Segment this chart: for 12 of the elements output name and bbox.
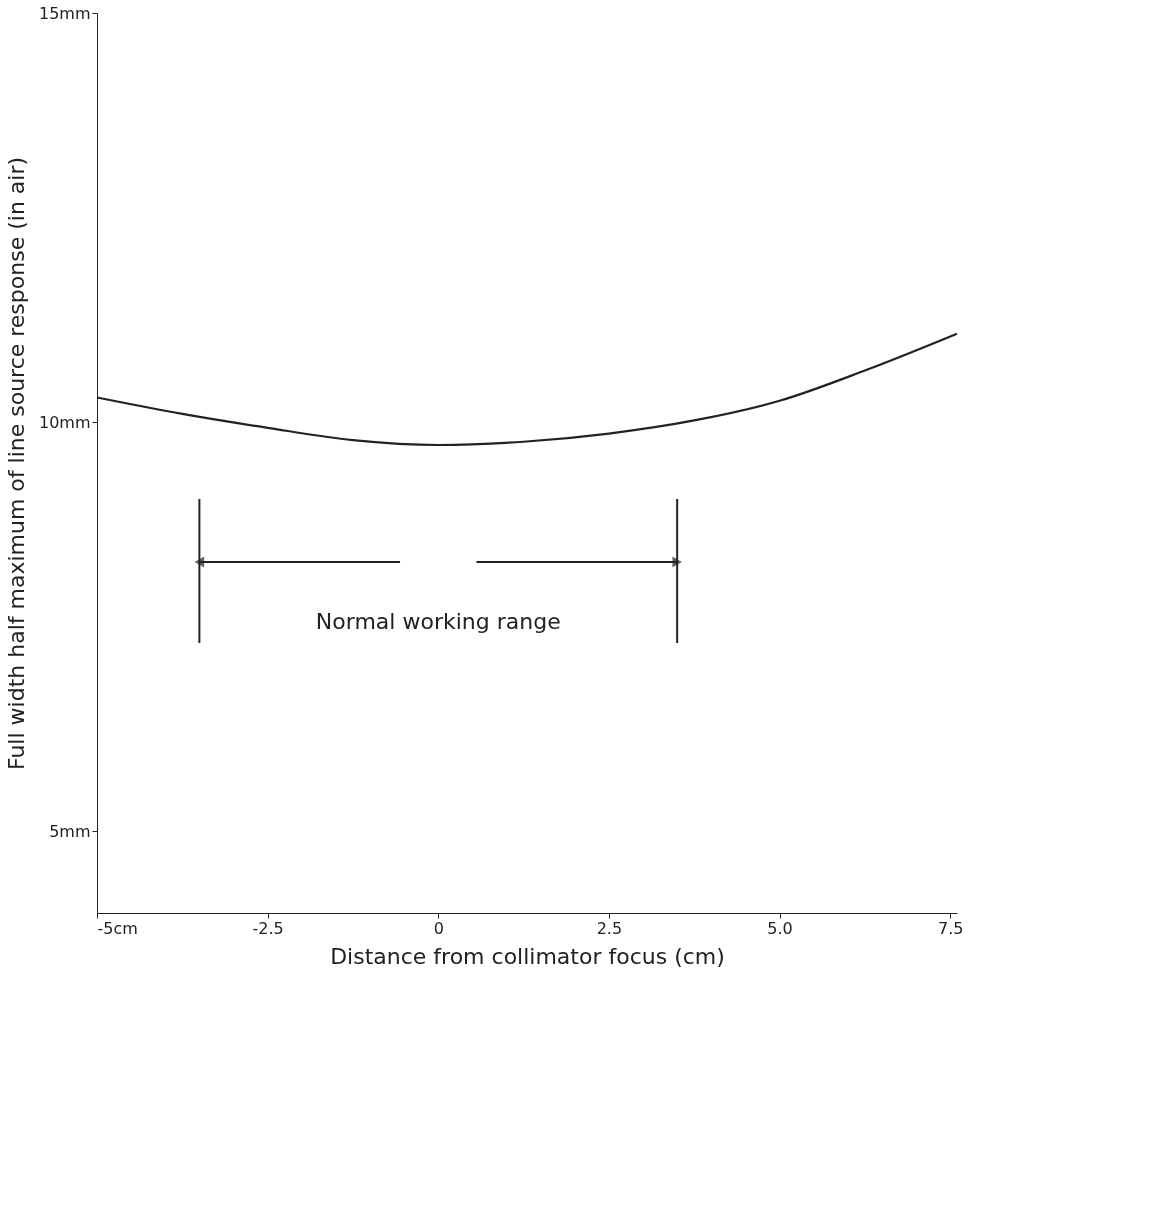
x-tick-label: -2.5 [252, 918, 284, 938]
x-tick-label: 0 [433, 918, 444, 938]
y-axis-title: Full width half maximum of line source response (in air) [3, 156, 29, 771]
annotation: Normal working range [315, 609, 561, 634]
x-axis-title: Distance from collimator focus (cm) [330, 943, 725, 969]
x-tick-label: -5cm [97, 918, 138, 938]
x-tick-label: 5.0 [767, 918, 793, 938]
y-tick-label: 5mm [49, 821, 91, 841]
x-tick-label: 2.5 [596, 918, 623, 938]
y-tick-label: 15mm [38, 3, 91, 23]
y-tick-label: 10mm [38, 412, 91, 432]
x-tick-label: 7.5 [937, 918, 964, 938]
